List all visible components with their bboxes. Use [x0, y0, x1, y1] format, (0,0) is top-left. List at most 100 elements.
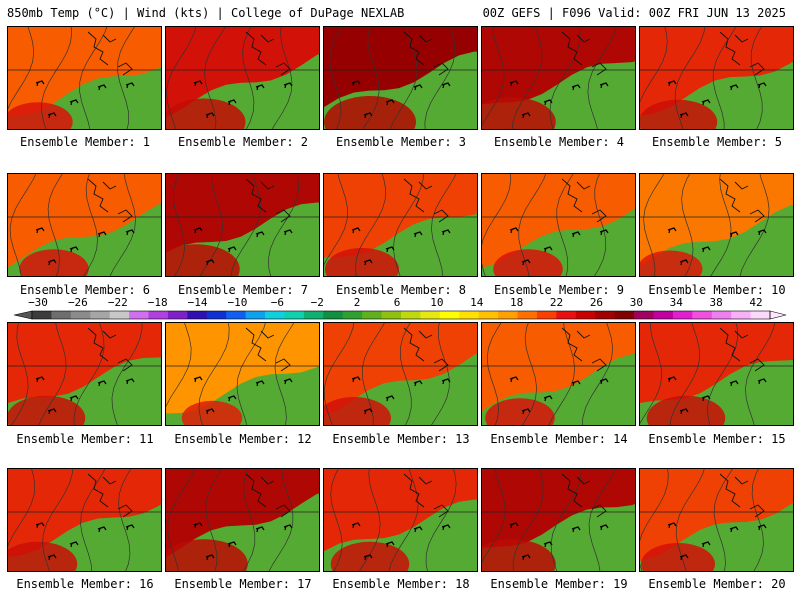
ensemble-member-label: Ensemble Member: 17	[174, 577, 312, 591]
colorbar-swatch	[420, 311, 441, 319]
temperature-field-map	[324, 174, 477, 276]
ensemble-map-panel[interactable]	[639, 468, 794, 572]
ensemble-member-label: Ensemble Member: 11	[16, 432, 154, 446]
ensemble-member-label: Ensemble Member: 16	[16, 577, 154, 591]
ensemble-member-label: Ensemble Member: 4	[493, 135, 625, 149]
ensemble-map-panel[interactable]	[7, 468, 162, 572]
colorbar-left-arrow	[13, 310, 33, 320]
temperature-field-map	[640, 174, 793, 276]
colorbar-swatch	[536, 311, 557, 319]
ensemble-map-panel[interactable]	[165, 173, 320, 277]
colorbar-swatch	[634, 311, 654, 319]
ensemble-member-label: Ensemble Member: 19	[490, 577, 628, 591]
colorbar-swatch	[517, 311, 538, 319]
colorbar-swatch	[245, 311, 266, 319]
ensemble-map-panel[interactable]	[323, 322, 478, 426]
ensemble-member-label: Ensemble Member: 5	[651, 135, 783, 149]
ensemble-map-panel[interactable]	[323, 468, 478, 572]
temperature-field-map	[482, 323, 635, 425]
colorbar-swatch	[478, 311, 499, 319]
colorbar-swatch	[323, 311, 344, 319]
ensemble-member-label: Ensemble Member: 3	[335, 135, 467, 149]
ensemble-member-label: Ensemble Member: 12	[174, 432, 312, 446]
temperature-field-map	[640, 27, 793, 129]
colorbar-tick-label: 18	[510, 296, 524, 309]
ensemble-map-panel[interactable]	[323, 26, 478, 130]
ensemble-map-panel[interactable]	[7, 173, 162, 277]
colorbar-swatch	[731, 311, 752, 319]
ensemble-map-panel[interactable]	[481, 173, 636, 277]
colorbar-tick-label: 6	[393, 296, 401, 309]
colorbar-tick-label: −18	[147, 296, 168, 309]
ensemble-member-label: Ensemble Member: 6	[19, 283, 151, 297]
temperature-field-map	[482, 27, 635, 129]
colorbar-tick-label: −2	[310, 296, 324, 309]
ensemble-map-panel[interactable]	[165, 322, 320, 426]
ensemble-map-panel[interactable]	[639, 173, 794, 277]
temperature-field-map	[8, 469, 161, 571]
map-title: 850mb Temp (°C) | Wind (kts) | College o…	[7, 6, 405, 20]
temperature-field-map	[8, 174, 161, 276]
colorbar-tick-label: −22	[107, 296, 128, 309]
colorbar-swatch	[303, 311, 324, 319]
temperature-field-map	[324, 27, 477, 129]
temperature-field-map	[324, 323, 477, 425]
ensemble-map-panel[interactable]	[7, 322, 162, 426]
colorbar-swatch	[692, 311, 713, 319]
colorbar-swatch	[614, 311, 635, 319]
temperature-field-map	[640, 323, 793, 425]
ensemble-member-label: Ensemble Member: 1	[19, 135, 151, 149]
colorbar-swatch	[381, 311, 402, 319]
temperature-field-map	[166, 27, 319, 129]
colorbar-tick-label: −26	[67, 296, 88, 309]
temperature-color-scale	[13, 310, 787, 320]
ensemble-map-panel[interactable]	[7, 26, 162, 130]
ensemble-member-label: Ensemble Member: 13	[332, 432, 470, 446]
colorbar-swatch	[575, 311, 596, 319]
colorbar-swatch	[265, 311, 285, 319]
colorbar-tick-label: −14	[187, 296, 208, 309]
temperature-field-map	[324, 469, 477, 571]
colorbar-right-arrow	[769, 310, 787, 320]
colorbar-tick-label: −6	[270, 296, 284, 309]
ensemble-member-label: Ensemble Member: 10	[648, 283, 786, 297]
colorbar-swatch	[284, 311, 305, 319]
ensemble-member-label: Ensemble Member: 20	[648, 577, 786, 591]
colorbar-swatch	[401, 311, 421, 319]
ensemble-member-label: Ensemble Member: 9	[493, 283, 625, 297]
ensemble-map-panel[interactable]	[481, 468, 636, 572]
colorbar-tick-label: 34	[669, 296, 683, 309]
colorbar-swatch	[498, 311, 519, 319]
colorbar-swatch	[750, 311, 771, 319]
ensemble-map-panel[interactable]	[639, 322, 794, 426]
colorbar-swatch	[32, 311, 52, 319]
ensemble-map-panel[interactable]	[481, 26, 636, 130]
colorbar-tick-label: −10	[227, 296, 248, 309]
ensemble-map-panel[interactable]	[639, 26, 794, 130]
temperature-field-map	[640, 469, 793, 571]
ensemble-map-panel[interactable]	[165, 468, 320, 572]
colorbar-tick-label: 42	[749, 296, 763, 309]
colorbar-swatch	[129, 311, 150, 319]
colorbar-tick-label: 38	[709, 296, 723, 309]
colorbar-swatch	[653, 311, 674, 319]
colorbar-swatch	[672, 311, 693, 319]
temperature-field-map	[482, 174, 635, 276]
colorbar-swatch	[167, 311, 188, 319]
ensemble-map-panel[interactable]	[481, 322, 636, 426]
ensemble-map-panel[interactable]	[165, 26, 320, 130]
colorbar-swatch	[439, 311, 460, 319]
colorbar-tick-label: 14	[470, 296, 484, 309]
colorbar-swatch	[90, 311, 111, 319]
colorbar-tick-label: 10	[430, 296, 444, 309]
colorbar-swatch	[226, 311, 247, 319]
ensemble-map-panel[interactable]	[323, 173, 478, 277]
colorbar-tick-label: 30	[629, 296, 643, 309]
temperature-field-map	[166, 174, 319, 276]
temperature-field-map	[482, 469, 635, 571]
colorbar-tick-label: 2	[353, 296, 361, 309]
colorbar-swatch	[711, 311, 732, 319]
colorbar-swatch	[187, 311, 208, 319]
colorbar-swatch	[459, 311, 480, 319]
colorbar-swatch	[148, 311, 169, 319]
